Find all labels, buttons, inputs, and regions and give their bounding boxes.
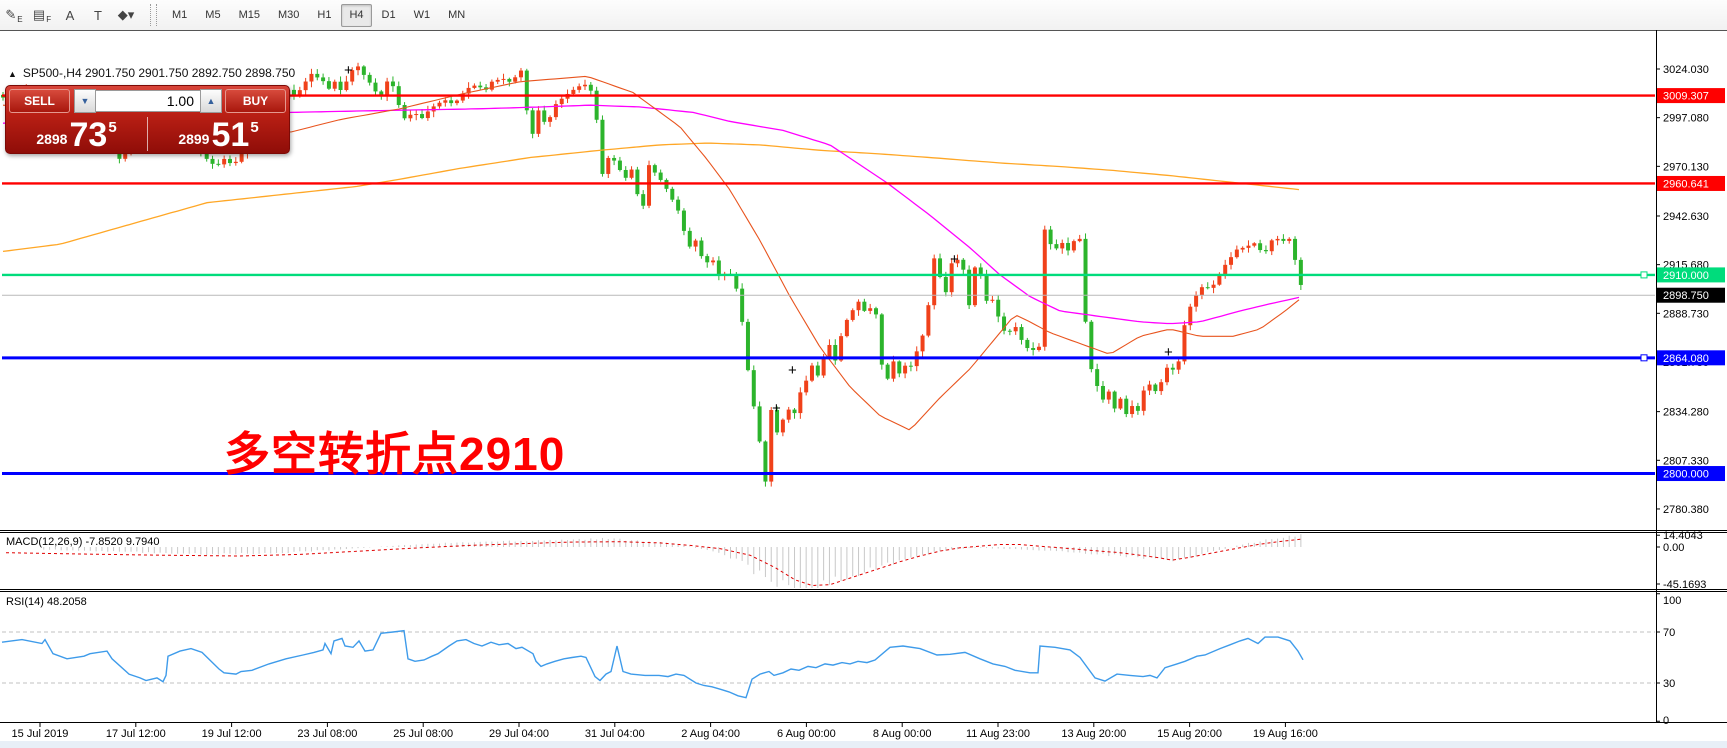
- svg-text:19 Jul 12:00: 19 Jul 12:00: [202, 728, 262, 740]
- tf-button-H1[interactable]: H1: [317, 9, 332, 21]
- svg-text:+: +: [950, 251, 959, 268]
- svg-text:13 Aug 20:00: 13 Aug 20:00: [1061, 728, 1126, 740]
- buy-price-big: 51: [211, 116, 250, 154]
- toolbar-separator: [150, 4, 157, 26]
- buy-price-display[interactable]: 2899 51 5: [148, 115, 289, 153]
- buy-button[interactable]: BUY: [225, 89, 286, 113]
- svg-text:2997.080: 2997.080: [1663, 113, 1709, 125]
- tf-button-M15[interactable]: M15: [238, 9, 260, 21]
- tf-button-M30[interactable]: M30: [277, 9, 300, 21]
- svg-text:17 Jul 12:00: 17 Jul 12:00: [106, 728, 166, 740]
- svg-text:2834.280: 2834.280: [1663, 407, 1709, 419]
- svg-text:8 Aug 00:00: 8 Aug 00:00: [873, 728, 932, 740]
- symbol-ohlc-header: ▲ SP500-,H4 2901.750 2901.750 2892.750 28…: [8, 66, 295, 80]
- symbol-ohlc-text: SP500-,H4 2901.750 2901.750 2892.750 289…: [22, 66, 296, 80]
- svg-text:19 Aug 16:00: 19 Aug 16:00: [1253, 728, 1318, 740]
- sell-price-display[interactable]: 2898 73 5: [6, 115, 147, 153]
- svg-text:15 Jul 2019: 15 Jul 2019: [12, 728, 69, 740]
- svg-text:+: +: [772, 400, 781, 417]
- tf-button-M5[interactable]: M5: [205, 9, 221, 21]
- svg-text:2864.080: 2864.080: [1663, 353, 1709, 365]
- svg-text:0.00: 0.00: [1663, 542, 1684, 554]
- svg-text:+: +: [788, 362, 797, 379]
- svg-text:2910.000: 2910.000: [1663, 270, 1709, 282]
- svg-text:2780.380: 2780.380: [1663, 504, 1709, 516]
- svg-text:3024.030: 3024.030: [1663, 64, 1709, 76]
- label-tool-icon[interactable]: T: [94, 7, 102, 23]
- svg-text:6 Aug 00:00: 6 Aug 00:00: [777, 728, 836, 740]
- svg-text:2898.750: 2898.750: [1663, 290, 1709, 302]
- price-divider: [147, 117, 148, 151]
- buy-price-sup: 5: [250, 119, 259, 136]
- svg-text:30: 30: [1663, 678, 1675, 690]
- svg-text:31 Jul 04:00: 31 Jul 04:00: [585, 728, 645, 740]
- fibonacci-tool-icon[interactable]: ▤ F: [32, 7, 52, 24]
- svg-text:RSI(14) 48.2058: RSI(14) 48.2058: [6, 596, 87, 608]
- sell-button[interactable]: SELL: [9, 89, 70, 113]
- timeframe-group: M1 M5 M15 M30 H1 H4 D1 W1 MN: [163, 3, 474, 27]
- svg-text:-45.1693: -45.1693: [1663, 579, 1706, 591]
- channel-tool-icon[interactable]: ✎ E: [5, 7, 23, 24]
- svg-text:29 Jul 04:00: 29 Jul 04:00: [489, 728, 549, 740]
- toolbar: ✎ E ▤ F A T ◆▾ M1 M5 M15 M30 H1 H4 D1 W1 MN: [0, 0, 1727, 31]
- shapes-tool-icon[interactable]: ◆▾: [117, 7, 135, 22]
- chart-area[interactable]: + + + + +3024.030 2997.080 2970.130 2942.630 291…: [0, 30, 1727, 748]
- svg-text:15 Aug 20:00: 15 Aug 20:00: [1157, 728, 1222, 740]
- svg-text:23 Jul 08:00: 23 Jul 08:00: [297, 728, 357, 740]
- sell-price-sup: 5: [108, 119, 117, 136]
- buy-price-base: 2899: [178, 131, 210, 147]
- one-click-trading-panel: SELL ▼ ▲ BUY 2898 73 5 2899 51 5: [5, 85, 290, 154]
- volume-control: ▼ ▲: [74, 89, 222, 113]
- volume-input[interactable]: [96, 90, 200, 112]
- svg-text:2942.630: 2942.630: [1663, 211, 1709, 223]
- svg-text:3009.307: 3009.307: [1663, 91, 1709, 103]
- volume-decrease-button[interactable]: ▼: [74, 89, 96, 113]
- volume-increase-button[interactable]: ▲: [200, 89, 222, 113]
- svg-text:14.4043: 14.4043: [1663, 530, 1703, 542]
- svg-text:MACD(12,26,9) -7.8520 9.7940: MACD(12,26,9) -7.8520 9.7940: [6, 536, 159, 548]
- svg-text:0: 0: [1663, 715, 1669, 727]
- tf-button-D1[interactable]: D1: [381, 9, 396, 21]
- svg-text:2888.730: 2888.730: [1663, 308, 1709, 320]
- tf-button-W1[interactable]: W1: [413, 9, 431, 21]
- svg-text:+: +: [1164, 344, 1173, 361]
- text-tool-icon[interactable]: A: [65, 7, 75, 23]
- svg-text:2 Aug 04:00: 2 Aug 04:00: [681, 728, 740, 740]
- svg-text:70: 70: [1663, 627, 1675, 639]
- svg-text:100: 100: [1663, 595, 1681, 607]
- tf-button-H4[interactable]: H4: [341, 3, 372, 27]
- collapse-triangle-icon[interactable]: ▲: [8, 69, 17, 79]
- svg-text:2970.130: 2970.130: [1663, 161, 1709, 173]
- svg-text:+: +: [344, 62, 353, 79]
- svg-text:25 Jul 08:00: 25 Jul 08:00: [393, 728, 453, 740]
- tf-button-MN[interactable]: MN: [448, 9, 466, 21]
- chart-annotation-text: 多空转折点2910: [224, 428, 566, 480]
- svg-text:2807.330: 2807.330: [1663, 455, 1709, 467]
- sell-price-base: 2898: [36, 131, 68, 147]
- svg-text:11 Aug 23:00: 11 Aug 23:00: [966, 728, 1030, 740]
- tf-button-M1[interactable]: M1: [172, 9, 188, 21]
- svg-text:2800.000: 2800.000: [1663, 469, 1709, 481]
- sell-price-big: 73: [69, 116, 108, 154]
- drawing-tools-group: ✎ E ▤ F A T ◆▾: [0, 3, 140, 27]
- svg-text:2960.641: 2960.641: [1663, 178, 1709, 190]
